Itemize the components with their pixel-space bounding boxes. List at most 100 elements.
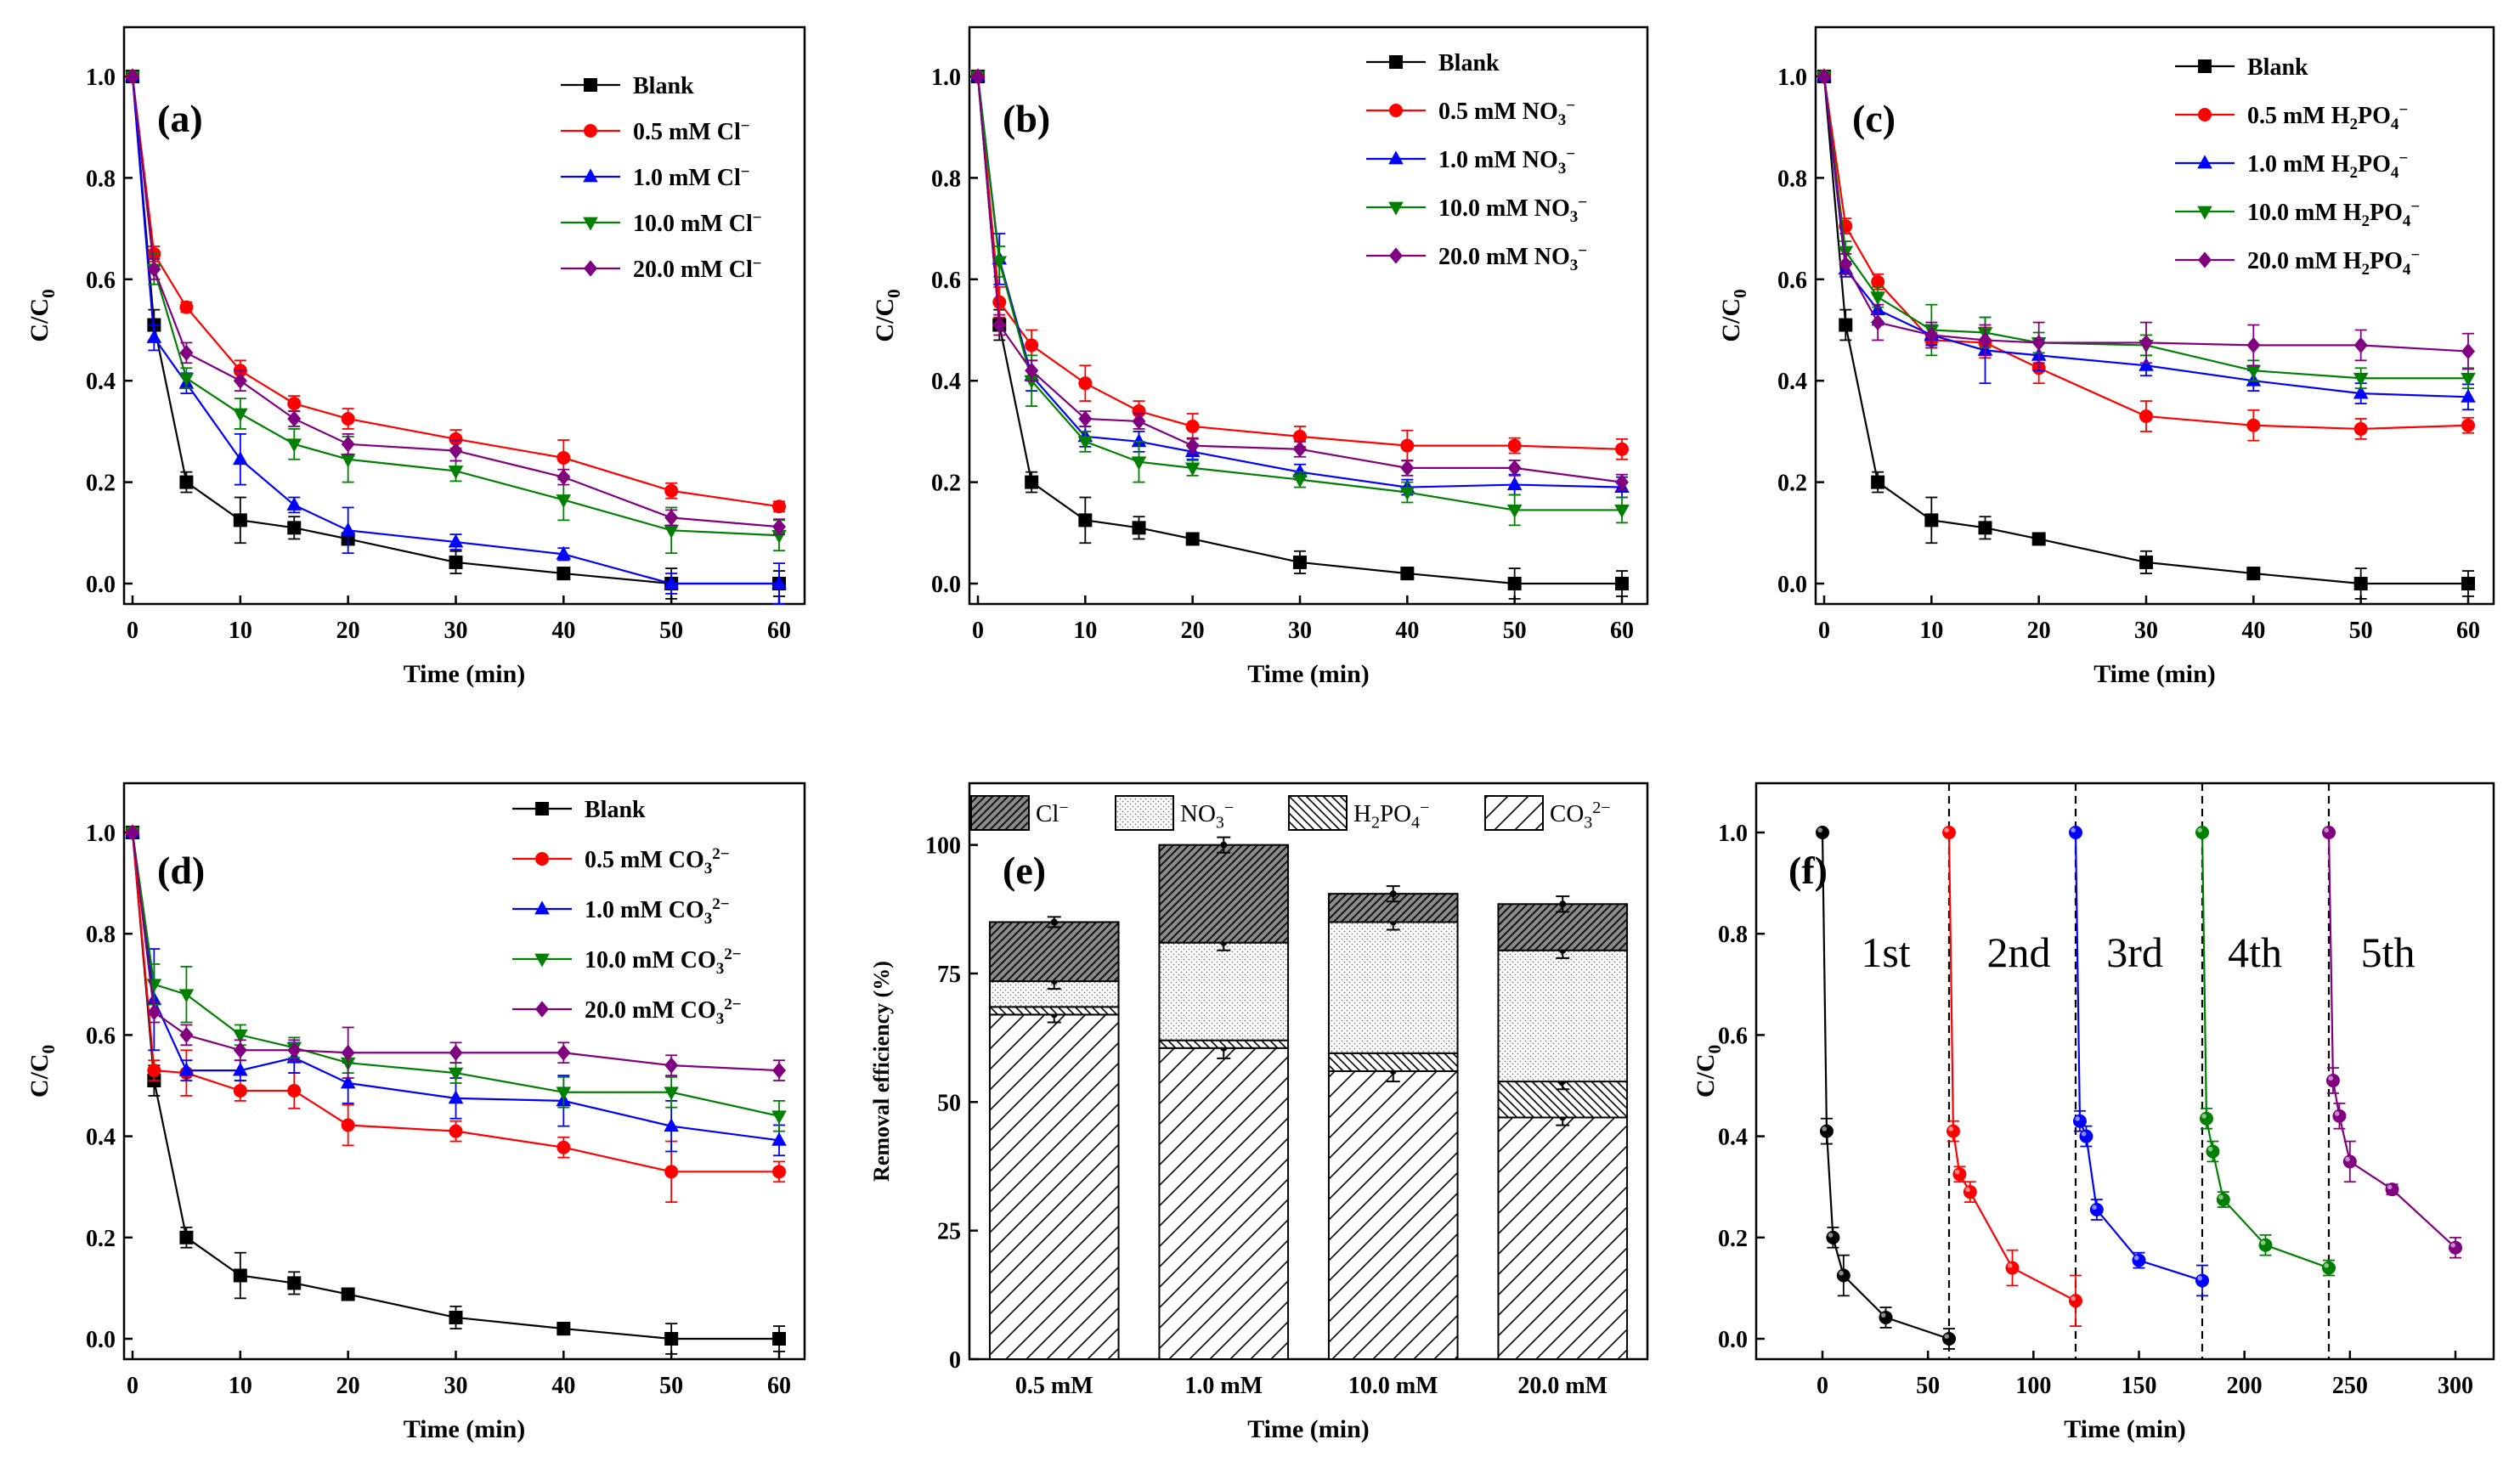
y-tick-label: 0.0 — [86, 572, 116, 598]
ion-sup: − — [1578, 194, 1587, 212]
marker-diamond — [126, 824, 139, 841]
marker-diamond — [126, 68, 139, 85]
marker-triangle-down — [771, 1110, 787, 1125]
bar-top-dot — [1389, 890, 1397, 898]
ion-sub: 2 — [2362, 261, 2370, 279]
series-line — [976, 76, 1622, 511]
marker-circle — [535, 852, 549, 866]
marker-triangle-up — [1292, 464, 1308, 478]
x-tick-label: 20 — [1181, 618, 1205, 644]
marker-ball-highlight — [2345, 1156, 2350, 1162]
marker-triangle-down — [448, 1067, 464, 1081]
marker-triangle-up — [583, 168, 598, 183]
marker-square — [557, 567, 571, 581]
marker-circle — [664, 483, 679, 498]
ion-sup: 2− — [712, 845, 729, 863]
y-axis-label-main: C/C — [25, 1053, 54, 1098]
y-tick-label: 0.2 — [86, 471, 116, 497]
x-tick-label: 30 — [1288, 618, 1312, 644]
legend-label: 1.0 mM CO32− — [585, 895, 730, 928]
ion-sup: 2− — [724, 945, 741, 963]
marker-circle — [664, 1165, 679, 1179]
marker-ball — [2322, 1261, 2336, 1275]
marker-triangle-up — [556, 545, 572, 560]
series-line — [131, 76, 780, 508]
marker-diamond — [2461, 342, 2475, 360]
legend-label-main: 20.0 mM CO — [585, 997, 716, 1024]
legend-label-main: 10.0 mM H — [2247, 200, 2362, 226]
marker-circle — [2461, 418, 2475, 432]
legend-label: Blank — [2247, 54, 2308, 81]
marker-diamond — [147, 261, 161, 278]
marker-diamond — [287, 410, 302, 427]
marker-diamond — [971, 68, 985, 85]
marker-diamond — [233, 1041, 247, 1058]
ion-sup: − — [2399, 101, 2408, 119]
marker-triangle-down — [1024, 375, 1039, 389]
legend-label: 10.0 mM CO32− — [585, 945, 742, 978]
marker-ball — [2385, 1182, 2399, 1197]
y-axis-label-sub: 0 — [884, 289, 904, 298]
panel-label: (f) — [1788, 849, 1828, 892]
ion-sup: − — [741, 117, 750, 135]
marker-triangle-down — [2353, 372, 2369, 387]
x-axis-label: Time (min) — [1247, 1415, 1370, 1443]
y-tick-label: 25 — [937, 1219, 961, 1245]
series-line — [1947, 832, 2076, 1302]
x-tick-label: 20 — [2027, 618, 2051, 644]
legend-label: 20.0 mM CO32− — [585, 996, 742, 1028]
marker-diamond — [1400, 460, 1415, 477]
ion-sub: 3 — [716, 960, 725, 978]
ion-sub: 4 — [2403, 212, 2411, 230]
ion-sup: − — [1420, 799, 1429, 817]
marker-square — [535, 802, 549, 816]
x-tick-label: 10 — [229, 618, 252, 644]
legend-label-main: Blank — [585, 797, 646, 823]
x-axis-label: Time (min) — [404, 660, 526, 688]
x-tick-label: 50 — [2349, 618, 2373, 644]
marker-triangle-up — [664, 575, 679, 590]
marker-ball-highlight — [2324, 827, 2329, 832]
x-tick-label: 60 — [1610, 618, 1634, 644]
legend-label: Blank — [585, 797, 646, 823]
marker-circle — [341, 411, 355, 426]
marker-diamond — [341, 436, 355, 453]
series-line — [2327, 832, 2456, 1249]
marker-circle — [341, 1118, 355, 1132]
x-tick-label: 30 — [444, 618, 468, 644]
marker-square — [664, 1332, 679, 1346]
marker-triangle-down — [1870, 291, 1885, 306]
y-axis-label-main: C/C — [25, 298, 54, 342]
marker-diamond — [557, 1044, 571, 1061]
marker-triangle-up — [146, 329, 162, 343]
marker-diamond — [772, 518, 786, 535]
marker-ball — [1952, 1167, 1967, 1182]
ion-sup: − — [1224, 799, 1234, 817]
marker-diamond — [179, 1026, 194, 1043]
marker-diamond — [1389, 247, 1403, 264]
legend-label: 1.0 mM NO3− — [1438, 145, 1575, 178]
y-tick-label: 0.0 — [1777, 572, 1807, 598]
series-2 — [2069, 826, 2209, 1297]
series-4 — [126, 68, 786, 535]
series-line — [131, 76, 780, 537]
marker-ball — [2069, 826, 2082, 839]
ion-sub: 4 — [2391, 116, 2399, 133]
x-axis-label: Time (min) — [2064, 1415, 2186, 1443]
marker-circle — [287, 1083, 302, 1098]
marker-ball-highlight — [2092, 1205, 2097, 1211]
plot-frame — [1814, 25, 2495, 606]
series-line — [976, 76, 1623, 488]
marker-triangle-up — [340, 522, 356, 536]
x-tick-label: 50 — [1503, 618, 1527, 644]
marker-diamond — [449, 442, 463, 460]
y-tick-label: 0.8 — [86, 922, 116, 948]
marker-diamond — [233, 372, 247, 389]
marker-triangle-down — [771, 529, 787, 544]
y-axis-label-sub: 0 — [38, 289, 59, 298]
panel-f-chart: 0.0 0.2 0.4 0.6 0.8 1.0 0 50 100 150 200 250 300 1st 2… — [1692, 782, 2495, 1443]
series-line — [131, 832, 780, 1142]
marker-square — [233, 1268, 247, 1283]
marker-ball-highlight — [2007, 1262, 2013, 1268]
x-tick-label: 10 — [1919, 618, 1943, 644]
